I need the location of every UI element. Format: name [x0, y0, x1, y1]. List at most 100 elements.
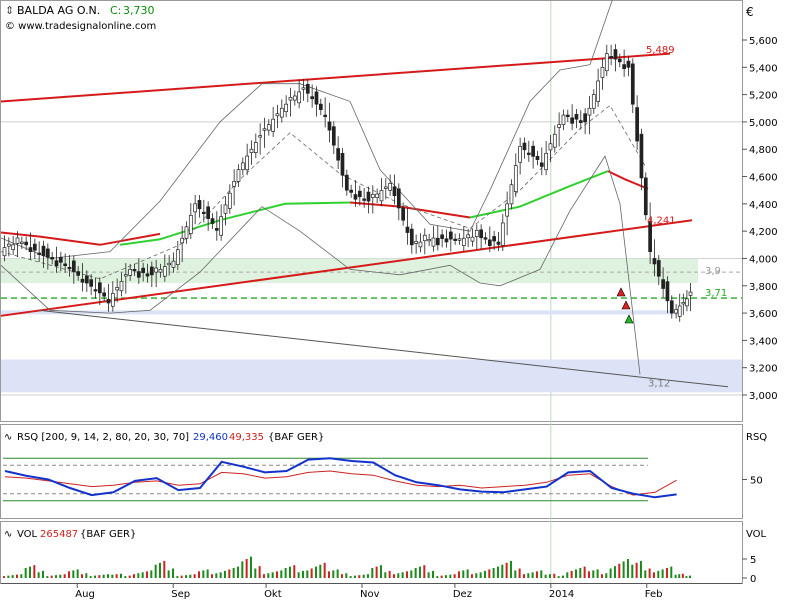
price-tick-label: 5,600 [749, 36, 778, 47]
price-bar-body [41, 245, 46, 257]
vol-bar [362, 574, 365, 578]
close-label: C: [110, 4, 121, 17]
price-bar-body [188, 214, 193, 234]
price-bar-body [688, 291, 693, 296]
vol-bar [54, 575, 57, 578]
price-bar-body [184, 226, 189, 239]
vol-bar [145, 571, 148, 578]
price-panel: 5,489 4,241 3,9 3,71 3,12 [0, 0, 742, 583]
price-bar-body [600, 66, 605, 78]
price-tick-label: 5,000 [749, 118, 778, 129]
price-bar-body [236, 169, 241, 182]
price-bar-body [19, 241, 24, 244]
x-tick-label: Feb [645, 589, 663, 600]
price-bar-body [71, 260, 76, 272]
vol-bar [609, 568, 612, 578]
price-bar-body [392, 186, 397, 197]
vol-bar [336, 569, 339, 578]
vol-bar [15, 574, 18, 578]
vol-bar [184, 575, 187, 578]
vol-bar [306, 570, 309, 578]
x-tick-label: Sep [171, 589, 190, 600]
vol-bar [561, 575, 564, 578]
close-value: 3,730 [123, 4, 155, 17]
vol-bar [466, 569, 469, 578]
vol-bar [340, 574, 343, 578]
price-bar-body [162, 266, 167, 277]
rsq-legend: ∿ RSQ [200, 9, 14, 2, 80, 20, 30, 70] 29… [4, 432, 767, 443]
vol-bar [522, 574, 525, 578]
vol-bar [685, 576, 688, 578]
vol-bar [518, 568, 521, 578]
vol-bar [89, 576, 92, 578]
vol-bar [11, 575, 14, 578]
vol-bar [431, 570, 434, 578]
rsq-legend-value-2: 49,335 [229, 432, 264, 443]
annotation-label: 4,241 [647, 216, 676, 227]
vol-bar [388, 570, 391, 578]
vol-bar [366, 574, 369, 578]
price-bar-body [483, 237, 488, 240]
price-bar-body [544, 152, 548, 171]
price-bar-body [578, 120, 583, 123]
vol-bar [24, 568, 27, 578]
rsq-legend-value-1: 29,460 [193, 432, 228, 443]
price-bar-body [167, 262, 172, 266]
x-tick-label: Nov [360, 589, 380, 600]
price-bar-body [366, 191, 371, 202]
ma-red-left [0, 231, 161, 246]
band-upper [0, 0, 613, 259]
price-bar-body [110, 293, 115, 307]
price-bar-body [587, 107, 592, 116]
vol-bar [674, 574, 677, 578]
vol-bar [137, 573, 140, 578]
price-bar-body [652, 258, 657, 265]
vol-bar [483, 570, 486, 578]
price-bar-body [496, 241, 501, 245]
price-bar-body [522, 142, 527, 151]
vol-bar [301, 570, 304, 578]
ma-red-right [607, 170, 649, 190]
price-bar-body [526, 152, 531, 155]
price-tick-label: 4,800 [749, 145, 778, 156]
vol-legend: ∿ VOL 265487 {BAF GER} VOL [4, 529, 767, 540]
price-bar-body [93, 289, 98, 292]
vol-panel: 05 [3, 555, 756, 585]
vol-bar [488, 569, 491, 578]
price-bar-body [635, 107, 639, 142]
vol-bar [505, 562, 508, 578]
vol-bar [167, 570, 170, 578]
vol-bar [72, 570, 75, 578]
price-bar-body [596, 80, 600, 102]
vol-bar [405, 571, 408, 578]
price-bar-body [435, 237, 440, 246]
price-bar-body [448, 231, 453, 240]
annotation-label: 3,71 [705, 288, 727, 299]
vol-bar [319, 564, 322, 578]
vol-bar [501, 564, 504, 578]
x-tick-label: 2014 [549, 589, 574, 600]
price-bar-body [604, 53, 609, 72]
vol-bar [7, 575, 10, 578]
price-bar-body [279, 107, 284, 118]
price-bar-body [383, 186, 388, 189]
vol-bar [648, 568, 651, 578]
price-bar-body [379, 190, 384, 202]
vol-bar [401, 572, 404, 578]
price-bar-body [457, 238, 462, 241]
vol-bar [514, 570, 517, 578]
vol-bar [80, 574, 83, 578]
vol-bar [605, 573, 608, 578]
vol-bar [310, 568, 313, 578]
vol-bar [150, 570, 153, 578]
vol-bar [210, 574, 213, 578]
price-bar-body [214, 228, 219, 231]
vol-bar [579, 568, 582, 578]
vol-bar [262, 574, 265, 578]
vol-bar [128, 575, 131, 578]
vol-bar [193, 574, 196, 578]
price-bar-body [201, 211, 206, 215]
drag-handle-icon[interactable]: ⇕ [5, 4, 14, 17]
price-bar-body [656, 260, 661, 277]
price-bar-body [262, 128, 267, 131]
